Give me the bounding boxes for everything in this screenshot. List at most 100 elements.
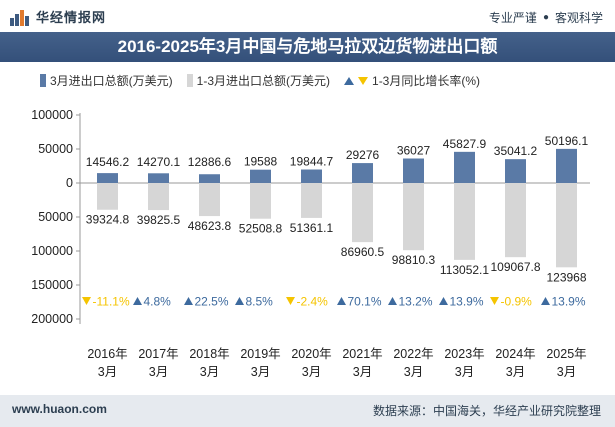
x-tick-label: 3月 bbox=[251, 365, 270, 379]
data-label-rate: 13.2% bbox=[399, 295, 433, 309]
y-tick-label: 100000 bbox=[31, 244, 73, 258]
data-label-march: 35041.2 bbox=[494, 144, 538, 158]
data-label-cumulative: 109067.8 bbox=[490, 260, 540, 274]
tagline: 专业严谨 ● 客观科学 bbox=[489, 9, 603, 26]
data-label-cumulative: 52508.8 bbox=[239, 222, 283, 236]
rate-marker-up bbox=[337, 297, 346, 305]
x-tick-label: 3月 bbox=[506, 365, 525, 379]
x-tick-label: 2024年 bbox=[495, 347, 535, 361]
data-label-cumulative: 123968 bbox=[546, 270, 586, 284]
x-tick-label: 2025年 bbox=[546, 347, 586, 361]
data-label-march: 45827.9 bbox=[443, 137, 487, 151]
x-tick-label: 2023年 bbox=[444, 347, 484, 361]
x-tick-label: 3月 bbox=[98, 365, 117, 379]
chart-plot: 100000 50000 0 50000 100000 150000 200000 14546… bbox=[31, 108, 590, 379]
logo: 华经情报网 bbox=[10, 7, 106, 26]
data-label-rate: 13.9% bbox=[552, 295, 586, 309]
x-tick-label: 3月 bbox=[200, 365, 219, 379]
x-tick-label: 2019年 bbox=[240, 347, 280, 361]
data-label-rate: 4.8% bbox=[144, 295, 172, 309]
rate-marker-up bbox=[439, 297, 448, 305]
legend-item-rate: 1-3月同比增长率(%) bbox=[344, 72, 480, 89]
site-name: 华经情报网 bbox=[36, 10, 107, 25]
x-tick-label: 3月 bbox=[149, 365, 168, 379]
rate-marker-down bbox=[82, 297, 91, 305]
bar-march bbox=[301, 169, 322, 183]
bar-march bbox=[403, 158, 424, 183]
triangle-up-icon bbox=[344, 76, 355, 85]
x-tick-label: 3月 bbox=[557, 365, 576, 379]
footer: www.huaon.com 数据来源：中国海关，华经产业研究院整理 bbox=[0, 395, 615, 427]
tagline-left: 专业严谨 bbox=[488, 11, 537, 25]
bar-march bbox=[148, 173, 169, 183]
logo-icon bbox=[10, 8, 30, 26]
rate-marker-up bbox=[388, 297, 397, 305]
header-bar: 华经情报网 专业严谨 ● 客观科学 bbox=[0, 0, 615, 32]
data-label-rate: -0.9% bbox=[501, 295, 533, 309]
legend-swatch-march bbox=[40, 74, 46, 87]
data-label-rate: 22.5% bbox=[195, 295, 229, 309]
rate-marker-up bbox=[235, 297, 244, 305]
bar-cumulative bbox=[352, 183, 373, 243]
data-label-rate: -2.4% bbox=[297, 295, 329, 309]
bar-march bbox=[556, 148, 577, 183]
x-tick-label: 2017年 bbox=[138, 347, 178, 361]
bar-march bbox=[97, 173, 118, 183]
data-label-march: 19844.7 bbox=[290, 155, 334, 169]
data-label-march: 14546.2 bbox=[86, 155, 130, 169]
y-tick-label: 50000 bbox=[38, 142, 73, 156]
legend-item-cumulative: 1-3月进出口总额(万美元) bbox=[186, 72, 331, 89]
bar-cumulative bbox=[454, 183, 475, 260]
legend-swatch-cumulative bbox=[186, 74, 193, 87]
bar-march bbox=[352, 163, 373, 183]
bar-march bbox=[250, 169, 271, 183]
data-label-march: 14270.1 bbox=[137, 155, 181, 169]
bar-cumulative bbox=[505, 183, 526, 258]
x-tick-label: 3月 bbox=[353, 365, 372, 379]
legend-label-cumulative: 1-3月进出口总额(万美元) bbox=[196, 74, 331, 88]
y-tick-label: 0 bbox=[66, 176, 73, 190]
triangle-down-icon bbox=[358, 76, 369, 85]
y-tick-label: 150000 bbox=[31, 278, 73, 292]
title-bar: 2016-2025年3月中国与危地马拉双边货物进出口额 bbox=[0, 32, 615, 62]
x-tick-label: 2022年 bbox=[393, 347, 433, 361]
bar-cumulative bbox=[199, 183, 220, 217]
x-tick-label: 2016年 bbox=[87, 347, 127, 361]
data-label-rate: 8.5% bbox=[246, 295, 274, 309]
rate-marker-down bbox=[490, 297, 499, 305]
y-tick-label: 50000 bbox=[38, 210, 73, 224]
y-tick-label: 100000 bbox=[31, 108, 73, 122]
legend-item-march: 3月进出口总额(万美元) bbox=[40, 72, 173, 89]
bar-march bbox=[454, 151, 475, 183]
bar-cumulative bbox=[556, 183, 577, 268]
tagline-right: 客观科学 bbox=[554, 11, 603, 25]
x-tick-label: 3月 bbox=[455, 365, 474, 379]
rate-marker-up bbox=[184, 297, 193, 305]
data-label-cumulative: 98810.3 bbox=[392, 253, 436, 267]
bar-cumulative bbox=[301, 183, 322, 218]
data-label-cumulative: 113052.1 bbox=[440, 263, 489, 277]
y-tick-label: 200000 bbox=[31, 312, 73, 326]
x-tick-label: 3月 bbox=[404, 365, 423, 379]
x-tick-label: 2020年 bbox=[291, 347, 331, 361]
data-label-march: 50196.1 bbox=[545, 134, 589, 148]
tagline-dot: ● bbox=[542, 12, 549, 23]
data-label-cumulative: 39324.8 bbox=[86, 213, 130, 227]
data-label-cumulative: 48623.8 bbox=[188, 219, 232, 233]
data-label-cumulative: 51361.1 bbox=[290, 221, 334, 235]
bar-cumulative bbox=[97, 183, 118, 210]
bar-cumulative bbox=[250, 183, 271, 219]
bar-march bbox=[505, 159, 526, 183]
x-tick-label: 2021年 bbox=[342, 347, 382, 361]
data-label-rate: 70.1% bbox=[348, 295, 382, 309]
legend: 3月进出口总额(万美元) 1-3月进出口总额(万美元) 1-3月同比增长率(%) bbox=[40, 72, 480, 89]
x-tick-label: 2018年 bbox=[189, 347, 229, 361]
rate-marker-up bbox=[541, 297, 550, 305]
data-label-cumulative: 39825.5 bbox=[137, 213, 181, 227]
data-label-rate: 13.9% bbox=[450, 295, 484, 309]
data-label-rate: -11.1% bbox=[93, 295, 130, 309]
data-label-march: 12886.6 bbox=[188, 155, 232, 169]
footer-website: www.huaon.com bbox=[12, 402, 107, 416]
x-tick-label: 3月 bbox=[302, 365, 321, 379]
